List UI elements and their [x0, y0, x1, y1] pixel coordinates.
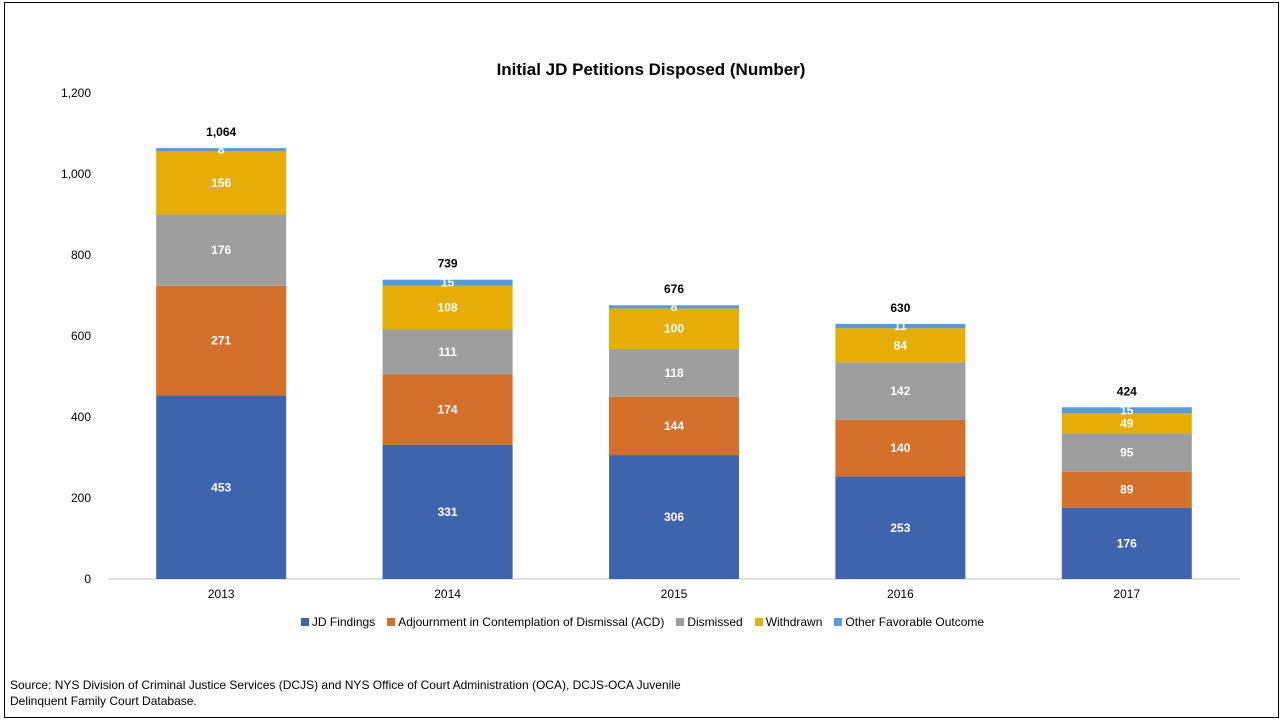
- chart-frame: Initial JD Petitions Disposed (Number) 0…: [4, 2, 1279, 718]
- data-label: 89: [1120, 483, 1134, 497]
- data-label: 11: [894, 319, 907, 333]
- legend-swatch: [387, 618, 396, 626]
- bar-segment: [156, 148, 287, 152]
- bar-stack-2013: 453 271 176 156 8 1,064: [156, 125, 287, 579]
- x-tick-label: 2016: [887, 587, 914, 601]
- data-label: 8: [218, 143, 225, 157]
- bar-segment: [1061, 433, 1192, 472]
- data-label: 142: [890, 384, 910, 398]
- legend-label: Adjournment in Contemplation of Dismissa…: [398, 615, 665, 629]
- data-label: 95: [1120, 445, 1134, 459]
- data-label: 271: [211, 334, 231, 348]
- x-tick-label: 2013: [208, 587, 235, 601]
- bar-segment: [609, 396, 739, 456]
- legend: JD Findings Adjournment in Contemplation …: [5, 615, 1280, 629]
- data-label: 100: [664, 322, 684, 336]
- legend-label: Dismissed: [687, 615, 743, 629]
- legend-swatch: [676, 618, 685, 626]
- data-label: 176: [211, 243, 231, 257]
- source-note: Source: NYS Division of Criminal Justice…: [10, 677, 970, 709]
- data-label: 49: [1120, 416, 1134, 430]
- bar-segment: [835, 362, 966, 420]
- data-label: 253: [890, 521, 910, 535]
- legend-item: Other Favorable Outcome: [834, 615, 984, 629]
- y-tick-label: 800: [71, 248, 91, 262]
- bar-segment: [1061, 471, 1192, 508]
- bar-segment: [609, 308, 739, 349]
- data-label: 108: [438, 301, 458, 315]
- plot-area: 453 271 176 156 8 1,064 331 174 111 108 15 739 306 14…: [156, 125, 1192, 579]
- bar-segment: [835, 328, 966, 363]
- y-axis: 0 200 400 600 800 1,000 1,200: [61, 86, 91, 586]
- total-label: 630: [890, 301, 910, 315]
- bar-segment: [1061, 507, 1192, 579]
- data-label: 8: [671, 300, 678, 314]
- x-tick-label: 2015: [661, 587, 688, 601]
- bar-stack-2015: 306 144 118 100 8 676: [609, 282, 739, 579]
- x-axis: 2013 2014 2015 2016 2017: [108, 578, 1240, 601]
- bar-segment: [609, 348, 739, 397]
- bar-segment: [156, 285, 287, 396]
- data-label: 84: [894, 338, 908, 352]
- legend-label: JD Findings: [311, 615, 376, 629]
- source-line-1: Source: NYS Division of Criminal Justice…: [10, 678, 681, 692]
- legend-item: Dismissed: [676, 615, 743, 629]
- stacked-bar-chart: Initial JD Petitions Disposed (Number) 0…: [61, 60, 1240, 601]
- data-label: 331: [438, 505, 458, 519]
- chart-title: Initial JD Petitions Disposed (Number): [497, 60, 806, 79]
- bar-segment: [382, 279, 513, 286]
- bar-segment: [382, 285, 513, 330]
- bar-segment: [1061, 413, 1192, 434]
- y-tick-label: 200: [71, 491, 91, 505]
- legend-swatch: [834, 618, 843, 626]
- data-label: 15: [1120, 403, 1134, 417]
- y-tick-label: 0: [84, 572, 91, 586]
- legend-swatch: [300, 618, 309, 626]
- x-tick-label: 2014: [434, 587, 461, 601]
- x-tick-label: 2017: [1113, 587, 1140, 601]
- data-label: 118: [664, 366, 684, 380]
- data-label: 144: [664, 419, 684, 433]
- bar-stack-2014: 331 174 111 108 15 739: [382, 257, 513, 579]
- data-label: 156: [211, 176, 231, 190]
- legend-item: Withdrawn: [754, 615, 823, 629]
- total-label: 424: [1117, 384, 1137, 398]
- data-label: 176: [1117, 536, 1137, 550]
- y-tick-label: 1,200: [61, 86, 91, 100]
- data-label: 174: [438, 403, 458, 417]
- legend-label: Other Favorable Outcome: [845, 615, 985, 629]
- data-label: 140: [890, 441, 910, 455]
- data-label: 15: [441, 276, 455, 290]
- bar-segment: [835, 476, 966, 579]
- bar-segment: [156, 214, 287, 286]
- total-label: 676: [664, 282, 684, 296]
- bar-segment: [382, 444, 513, 579]
- y-tick-label: 400: [71, 410, 91, 424]
- y-tick-label: 600: [71, 329, 91, 343]
- bar-stack-2016: 253 140 142 84 11 630: [835, 301, 966, 579]
- legend-item: JD Findings: [300, 615, 376, 629]
- bar-segment: [382, 329, 513, 375]
- total-label: 739: [438, 257, 458, 271]
- total-label: 1,064: [206, 125, 236, 139]
- bar-segment: [609, 305, 739, 309]
- bar-segment: [609, 455, 739, 579]
- bar-segment: [382, 374, 513, 445]
- bar-segment: [156, 151, 287, 215]
- bar-segment: [1061, 407, 1192, 414]
- source-line-2: Delinquent Family Court Database.: [10, 694, 197, 708]
- data-label: 453: [211, 480, 231, 494]
- bar-segment: [835, 323, 966, 329]
- legend-item: Adjournment in Contemplation of Dismissa…: [387, 615, 664, 629]
- y-tick-label: 1,000: [61, 167, 91, 181]
- legend-swatch: [754, 618, 763, 626]
- legend-label: Withdrawn: [765, 615, 823, 629]
- data-label: 111: [438, 345, 457, 359]
- bar-segment: [835, 419, 966, 477]
- bar-segment: [156, 395, 287, 579]
- data-label: 306: [664, 510, 684, 524]
